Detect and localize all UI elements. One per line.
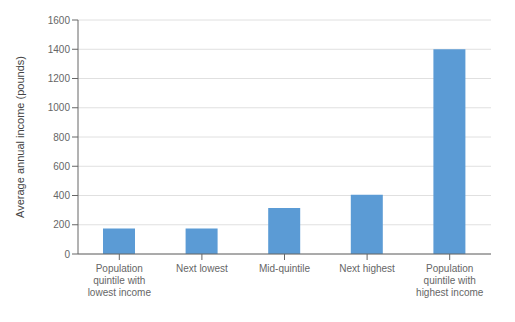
svg-text:Next lowest: Next lowest — [176, 263, 228, 274]
svg-text:200: 200 — [53, 219, 70, 230]
svg-text:Next highest: Next highest — [339, 263, 395, 274]
svg-text:1600: 1600 — [48, 15, 71, 26]
svg-text:Average annual income (pounds): Average annual income (pounds) — [14, 56, 26, 218]
svg-text:Populationquintile withhighest: Populationquintile withhighest income — [416, 263, 484, 298]
svg-text:Populationquintile withlowest: Populationquintile withlowest income — [88, 263, 152, 298]
svg-text:Mid-quintile: Mid-quintile — [259, 263, 311, 274]
svg-text:1200: 1200 — [48, 73, 71, 84]
svg-text:1000: 1000 — [48, 102, 71, 113]
svg-text:400: 400 — [53, 190, 70, 201]
svg-text:600: 600 — [53, 161, 70, 172]
svg-text:800: 800 — [53, 132, 70, 143]
svg-text:1400: 1400 — [48, 44, 71, 55]
svg-text:0: 0 — [64, 249, 70, 260]
